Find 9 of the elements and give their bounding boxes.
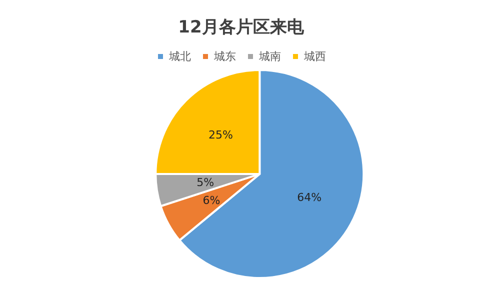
data-label: 6% bbox=[202, 194, 220, 207]
data-label: 64% bbox=[297, 190, 322, 204]
chart-title: 12月各片区来电 bbox=[178, 18, 305, 38]
legend-label: 城北 bbox=[168, 50, 191, 63]
data-label: 5% bbox=[196, 176, 214, 190]
data-label: 25% bbox=[208, 128, 233, 142]
legend-label: 城南 bbox=[258, 50, 281, 63]
legend-label: 城西 bbox=[303, 50, 326, 63]
legend-label: 城东 bbox=[213, 50, 236, 63]
